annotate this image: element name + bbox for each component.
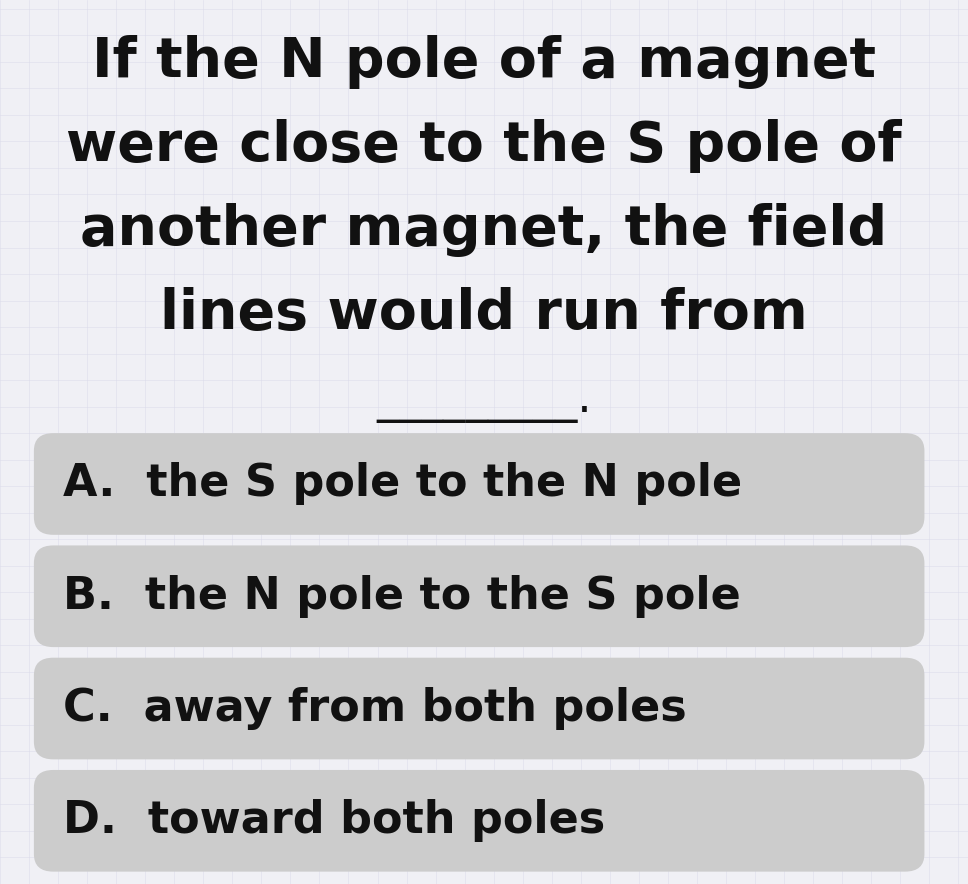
Text: If the N pole of a magnet: If the N pole of a magnet (92, 35, 876, 89)
Text: B.  the N pole to the S pole: B. the N pole to the S pole (63, 575, 741, 618)
Text: D.  toward both poles: D. toward both poles (63, 799, 605, 842)
FancyBboxPatch shape (34, 433, 924, 535)
Text: another magnet, the field: another magnet, the field (80, 203, 888, 257)
Text: A.  the S pole to the N pole: A. the S pole to the N pole (63, 462, 742, 506)
FancyBboxPatch shape (34, 545, 924, 647)
FancyBboxPatch shape (34, 658, 924, 759)
Text: C.  away from both poles: C. away from both poles (63, 687, 686, 730)
Text: lines would run from: lines would run from (160, 287, 808, 341)
Text: were close to the S pole of: were close to the S pole of (66, 119, 902, 173)
FancyBboxPatch shape (34, 770, 924, 872)
Text: _________.: _________. (377, 380, 591, 423)
